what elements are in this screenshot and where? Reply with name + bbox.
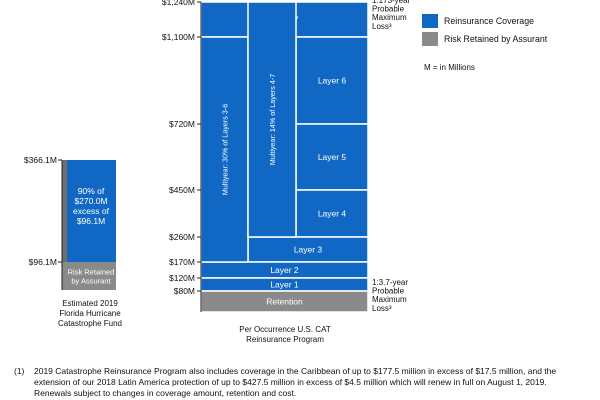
legend-note: M = in Millions [424,63,475,72]
legend-label-retained: Risk Retained by Assurant [444,34,548,44]
fhcf-side-strip [62,160,67,262]
fhcf-caption-line: Florida Hurricane [59,309,121,318]
program-tick-label: $260M [169,232,195,242]
footnote-line-2: extension of our 2018 Latin America prot… [34,377,547,387]
layer-block-2 [295,36,369,125]
program-caption-line: Reinsurance Program [246,335,324,344]
layer-label-7: Layer 1 [270,280,299,290]
fhcf-caption-line: Estimated 2019 [62,299,118,308]
layer-label-2: Layer 6 [318,76,347,86]
fhcf-block-label: excess of [73,206,110,216]
legend-swatch-coverage [422,14,438,28]
program-tick-label: $720M [169,119,195,129]
layer-label-4: Layer 4 [318,209,347,219]
multiyear-block-1 [200,36,249,263]
fhcf-block-label: 90% of [78,186,105,196]
multiyear-label-1: Multiyear: 30% of Layers 3-6 [221,104,230,195]
footnote-line-1: 2019 Catastrophe Reinsurance Program als… [34,366,557,376]
program-tick-label: $80M [174,286,195,296]
footnote-marker: (1) [14,366,25,376]
program-tick-label: $1,100M [162,32,195,42]
pml-annotation-2: 1:3.7-year [372,278,408,287]
pml-annotation-1: 1:173-year [372,0,411,5]
pml-annotation-1: Maximum [372,13,407,22]
layer-label-8: Retention [266,297,303,307]
multiyear-label-2: Multiyear: 14% of Layers 4-7 [268,74,277,165]
multiyear-block-2 [247,1,297,238]
layer-label-5: Layer 3 [294,245,323,255]
footnote-line-3: Renewals subject to changes in coverage … [34,388,297,398]
fhcf-block-2 [62,262,116,290]
fhcf-block-label: Risk Retained [68,268,115,277]
program-tick-label: $450M [169,185,195,195]
fhcf-tick-label: $96.1M [29,257,57,267]
pml-annotation-2: Loss³ [372,304,392,313]
layer-label-6: Layer 2 [270,265,299,275]
program-tick-label: $170M [169,257,195,267]
program-tick-label: $1,240M [162,0,195,7]
fhcf-caption-line: Catastrophe Fund [58,319,122,328]
fhcf-block-1 [62,160,116,262]
fhcf-block-label: $270.0M [74,196,107,206]
pml-annotation-2: Maximum [372,295,407,304]
fhcf-tick-label: $366.1M [24,155,57,165]
fhcf-block-label: $96.1M [77,216,105,226]
pml-annotation-1: Loss³ [372,22,392,31]
legend-swatch-retained [422,32,438,46]
pml-annotation-2: Probable [372,287,405,296]
pml-annotation-1: Probable [372,5,405,14]
layer-label-3: Layer 5 [318,152,347,162]
program-caption-line: Per Occurrence U.S. CAT [239,325,331,334]
footnote: (1) 2019 Catastrophe Reinsurance Program… [14,366,594,399]
fhcf-block-label: by Assurant [71,277,111,286]
legend-label-coverage: Reinsurance Coverage [444,16,534,26]
layer-block-3 [295,123,369,191]
program-tick-label: $120M [169,273,195,283]
